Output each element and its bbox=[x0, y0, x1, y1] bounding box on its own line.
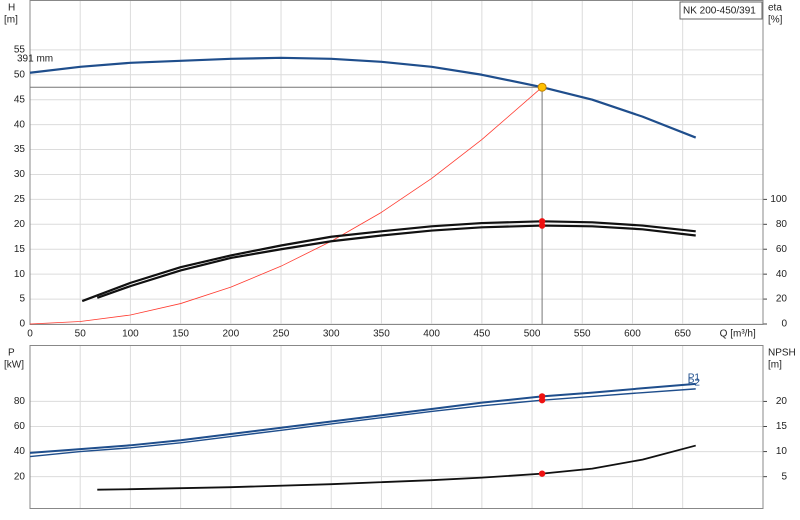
y-tick-label: 30 bbox=[14, 169, 26, 180]
x-tick-label: 50 bbox=[75, 329, 87, 340]
y2-tick-label: 15 bbox=[776, 421, 788, 432]
y2-tick-label: 10 bbox=[776, 446, 788, 457]
y2-tick-label: 100 bbox=[770, 194, 787, 205]
y-tick-label: 10 bbox=[14, 269, 26, 280]
operating-point bbox=[537, 82, 547, 92]
series-label: P1 bbox=[688, 373, 701, 384]
series-label: 391 mm bbox=[17, 53, 53, 64]
x-tick-label: 450 bbox=[474, 329, 491, 340]
curve bbox=[29, 382, 696, 454]
y-tick-label: 5 bbox=[19, 294, 25, 305]
y-tick-label: 15 bbox=[14, 244, 26, 255]
operating-point bbox=[538, 396, 546, 404]
curve bbox=[29, 388, 696, 458]
y-axis-label: H bbox=[8, 3, 15, 14]
y-tick-label: 20 bbox=[14, 219, 26, 230]
curve bbox=[96, 224, 696, 299]
y2-tick-label: 40 bbox=[776, 269, 788, 280]
y-axis-unit: [kW] bbox=[4, 360, 24, 371]
y-tick-label: 25 bbox=[14, 194, 26, 205]
x-tick-label: 150 bbox=[172, 329, 189, 340]
y-tick-label: 80 bbox=[14, 396, 26, 407]
y-axis-label: P bbox=[8, 348, 15, 359]
y-axis-unit: [m] bbox=[4, 15, 18, 26]
x-tick-label: 600 bbox=[624, 329, 641, 340]
x-tick-label: 0 bbox=[27, 329, 33, 340]
y2-tick-label: 80 bbox=[776, 219, 788, 230]
y2-axis-unit: [m] bbox=[768, 360, 782, 371]
y-tick-label: 0 bbox=[19, 319, 25, 330]
x-tick-label: 250 bbox=[273, 329, 290, 340]
y2-tick-label: 5 bbox=[781, 471, 787, 482]
x-tick-label: 650 bbox=[674, 329, 691, 340]
chart-title: NK 200-450/391 bbox=[683, 6, 756, 17]
plot-frame bbox=[29, 0, 764, 325]
curve bbox=[29, 86, 543, 325]
plot-frame bbox=[29, 345, 764, 509]
y-tick-label: 40 bbox=[14, 119, 26, 130]
y-tick-label: 20 bbox=[14, 471, 26, 482]
title-box bbox=[679, 1, 763, 20]
curve bbox=[81, 220, 696, 303]
x-tick-label: 550 bbox=[574, 329, 591, 340]
x-tick-label: 100 bbox=[122, 329, 139, 340]
y2-tick-label: 0 bbox=[781, 319, 787, 330]
x-tick-label: 350 bbox=[373, 329, 390, 340]
y-tick-label: 55 bbox=[14, 44, 26, 55]
operating-point bbox=[538, 222, 546, 229]
x-tick-label: 500 bbox=[524, 329, 541, 340]
series-label: P2 bbox=[688, 378, 701, 389]
operating-point bbox=[538, 470, 546, 477]
y2-axis-unit: [%] bbox=[768, 15, 783, 26]
y2-tick-label: 20 bbox=[776, 294, 788, 305]
y-tick-label: 35 bbox=[14, 144, 26, 155]
curve bbox=[97, 444, 696, 491]
y-tick-label: 40 bbox=[14, 446, 26, 457]
y-tick-label: 45 bbox=[14, 94, 26, 105]
y-tick-label: 60 bbox=[14, 421, 26, 432]
y-tick-label: 50 bbox=[14, 69, 26, 80]
x-tick-label: 400 bbox=[423, 329, 440, 340]
x-tick-label: 300 bbox=[323, 329, 340, 340]
y2-axis-label: eta bbox=[768, 3, 782, 14]
y2-tick-label: 20 bbox=[776, 396, 788, 407]
x-axis-label: Q [m³/h] bbox=[720, 329, 756, 340]
y2-axis-label: NPSH bbox=[768, 348, 796, 359]
y2-tick-label: 60 bbox=[776, 244, 788, 255]
x-tick-label: 200 bbox=[222, 329, 239, 340]
curve bbox=[29, 56, 697, 139]
